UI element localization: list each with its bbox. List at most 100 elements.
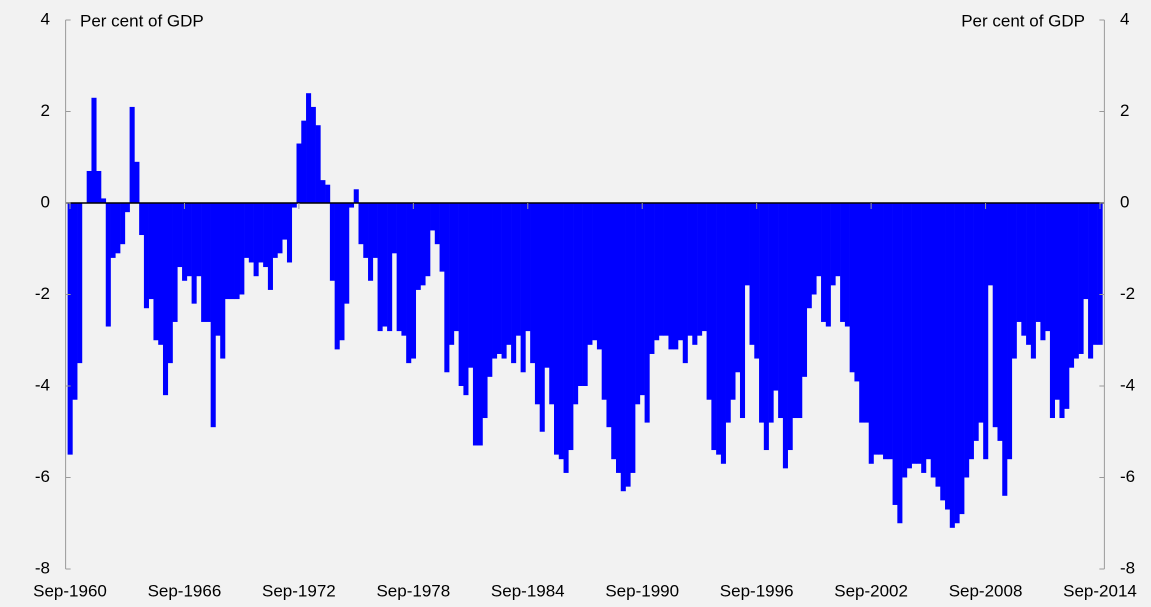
bar (258, 203, 264, 263)
bar (978, 203, 984, 423)
y-tick-label: -4 (35, 375, 50, 394)
bar (110, 203, 116, 258)
bar (773, 203, 779, 391)
x-tick-label: Sep-1990 (605, 581, 679, 600)
bar (196, 203, 202, 277)
bar (530, 203, 536, 364)
bar (105, 203, 111, 327)
bar (835, 203, 841, 277)
bar (749, 203, 755, 345)
bar (563, 203, 569, 473)
bar (1026, 203, 1032, 345)
bar (897, 203, 903, 524)
y2-tick-label: 0 (1120, 192, 1129, 211)
bar (663, 203, 669, 336)
y-tick-label: -6 (35, 467, 50, 486)
bar (339, 203, 345, 341)
bar (129, 106, 135, 203)
bar (883, 203, 889, 460)
bar (720, 203, 726, 464)
bar (363, 203, 369, 258)
bar (205, 203, 211, 322)
bar (854, 203, 860, 382)
bar (916, 203, 922, 464)
bar (568, 203, 574, 451)
bar (210, 203, 216, 428)
bar (458, 203, 464, 386)
bar (1059, 203, 1065, 419)
bar (1069, 203, 1075, 368)
bar (987, 203, 994, 286)
bar (1054, 203, 1060, 400)
bar (692, 203, 698, 345)
bar (549, 203, 555, 405)
bar (434, 203, 440, 245)
bar (1030, 203, 1036, 359)
bar (348, 203, 355, 208)
bar (382, 203, 388, 327)
bar (1021, 203, 1027, 336)
bar (158, 203, 164, 345)
bar (391, 203, 397, 254)
bar (320, 180, 326, 203)
bar (630, 203, 636, 473)
bar (72, 203, 78, 400)
bar (453, 203, 459, 332)
bar (587, 203, 593, 345)
bar (697, 203, 703, 336)
bar (754, 203, 760, 359)
bar (592, 203, 598, 341)
bar (759, 203, 765, 423)
bar (477, 203, 483, 446)
bar (873, 203, 879, 455)
y2-tick-label: -8 (1120, 558, 1135, 577)
bar (677, 203, 684, 341)
bar (739, 203, 746, 419)
bar (787, 203, 793, 451)
bar (992, 203, 998, 428)
bar (840, 203, 846, 322)
bar (573, 203, 579, 405)
bar (492, 203, 498, 359)
bar (387, 203, 393, 332)
bar (554, 203, 560, 455)
bar (148, 203, 154, 300)
bar (863, 203, 870, 423)
bar (706, 203, 712, 400)
bar (940, 203, 946, 501)
bar (768, 203, 774, 423)
bar (849, 203, 855, 373)
bar (687, 203, 693, 336)
bar (1049, 203, 1055, 419)
bar (859, 203, 865, 423)
bar (892, 203, 898, 505)
x-tick-label: Sep-2008 (949, 581, 1023, 600)
bar (496, 203, 502, 354)
bar (77, 203, 83, 364)
bar (334, 203, 340, 350)
y2-axis-label: Per cent of GDP (961, 11, 1085, 30)
bar (735, 203, 741, 373)
bar (615, 203, 622, 473)
bar (744, 203, 750, 286)
bar (1002, 203, 1008, 496)
bar (425, 203, 431, 277)
bar (91, 97, 97, 203)
bar (935, 203, 941, 487)
bar (396, 203, 402, 332)
bar (1073, 203, 1079, 359)
bar (239, 203, 245, 295)
bar (329, 203, 335, 281)
bar (878, 203, 884, 455)
bar (515, 203, 521, 336)
bar (506, 203, 512, 345)
bar (468, 203, 474, 368)
bar (215, 203, 221, 336)
bar (801, 203, 808, 377)
bar (596, 203, 602, 350)
bar (134, 161, 140, 203)
y-tick-label: 2 (41, 101, 50, 120)
bar (124, 203, 130, 213)
bar (267, 203, 273, 290)
